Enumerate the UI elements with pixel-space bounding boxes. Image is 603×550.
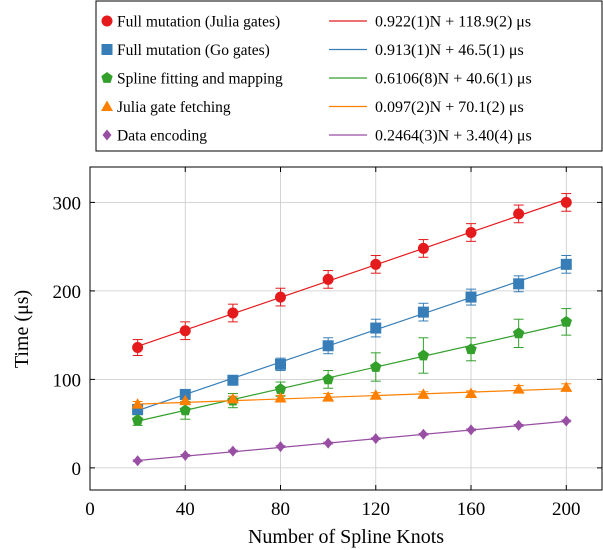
point-julia-gate-fetching [512, 383, 525, 394]
legend-label-spline-fitting-and-mapping: Spline fitting and mapping [117, 71, 283, 88]
point-spline-fitting-and-mapping [560, 315, 572, 327]
point-full-mutation-julia-gates [322, 273, 334, 285]
point-julia-gate-fetching [369, 389, 382, 400]
point-full-mutation-julia-gates [465, 226, 477, 238]
point-julia-gate-fetching [417, 388, 430, 399]
point-full-mutation-go-gates [132, 403, 144, 415]
point-data-encoding [418, 428, 428, 440]
point-spline-fitting-and-mapping [274, 383, 287, 394]
legend: Full mutation (Julia gates) 0.922(1)N + 1… [95, 0, 603, 152]
point-data-encoding [371, 433, 381, 445]
point-julia-gate-fetching [226, 392, 239, 404]
point-spline-fitting-and-mapping [131, 414, 144, 425]
point-julia-gate-fetching [465, 387, 478, 399]
point-spline-fitting-and-mapping [370, 360, 382, 372]
point-data-encoding [276, 441, 286, 453]
point-data-encoding [514, 419, 524, 431]
point-full-mutation-go-gates [370, 322, 382, 334]
x-tick-label: 80 [271, 499, 290, 520]
point-data-encoding [228, 445, 238, 457]
point-spline-fitting-and-mapping [322, 373, 334, 385]
legend-box [95, 0, 603, 152]
point-full-mutation-go-gates [227, 374, 239, 386]
x-tick-label: 200 [552, 499, 581, 520]
fit-line-full-mutation-go-gates [137, 264, 567, 412]
legend-fit-label-full-mutation-go-gates: 0.913(1)N + 46.5(1) μs [375, 42, 524, 59]
legend-fit-label-full-mutation-julia-gates: 0.922(1)N + 118.9(2) μs [375, 14, 531, 31]
legend-label-full-mutation-go-gates: Full mutation (Go gates) [117, 42, 270, 59]
legend-marker-julia-gate-fetching [101, 100, 113, 111]
point-spline-fitting-and-mapping [465, 343, 477, 355]
data-markers [131, 196, 573, 467]
y-axis-label: Time (μs) [11, 290, 33, 368]
legend-marker-full-mutation-julia-gates [101, 15, 113, 27]
axes: 0 40 80 120 160 200 0 100 200 300 [53, 166, 603, 520]
point-full-mutation-julia-gates [370, 258, 382, 270]
point-full-mutation-julia-gates [227, 307, 239, 319]
fit-line-spline-fitting-and-mapping [137, 323, 567, 422]
y-tick-label: 300 [53, 193, 82, 214]
point-full-mutation-julia-gates [275, 291, 287, 303]
fit-line-data-encoding [137, 420, 567, 462]
fit-lines [137, 198, 567, 462]
point-full-mutation-go-gates [275, 358, 287, 370]
legend-fit-label-spline-fitting-and-mapping: 0.6106(8)N + 40.6(1) μs [375, 71, 532, 88]
point-full-mutation-go-gates [322, 340, 334, 352]
error-bars [132, 193, 572, 463]
point-data-encoding [323, 437, 333, 449]
point-spline-fitting-and-mapping [179, 404, 191, 416]
point-full-mutation-go-gates [179, 388, 191, 400]
legend-label-data-encoding: Data encoding [117, 128, 207, 145]
legend-marker-data-encoding [102, 129, 112, 141]
point-full-mutation-go-gates [513, 278, 525, 290]
legend-fit-label-julia-gate-fetching: 0.097(2)N + 70.1(2) μs [375, 99, 524, 116]
point-julia-gate-fetching [131, 398, 144, 409]
point-data-encoding [180, 449, 190, 461]
point-spline-fitting-and-mapping [417, 349, 430, 361]
point-spline-fitting-and-mapping [512, 327, 525, 339]
point-data-encoding [561, 415, 571, 427]
point-data-encoding [466, 424, 476, 436]
point-full-mutation-go-gates [560, 258, 572, 270]
x-axis-label: Number of Spline Knots [248, 526, 444, 548]
point-full-mutation-go-gates [465, 291, 477, 303]
y-tick-label: 0 [72, 459, 82, 480]
point-julia-gate-fetching [322, 391, 335, 402]
point-full-mutation-julia-gates [560, 196, 572, 208]
fit-line-julia-gate-fetching [137, 388, 567, 405]
fit-line-full-mutation-julia-gates [137, 198, 567, 347]
legend-marker-full-mutation-go-gates [101, 44, 113, 55]
x-tick-label: 120 [362, 499, 391, 520]
legend-label-julia-gate-fetching: Julia gate fetching [117, 99, 231, 116]
point-full-mutation-julia-gates [132, 342, 144, 354]
point-julia-gate-fetching [274, 391, 287, 403]
point-data-encoding [133, 455, 143, 467]
point-julia-gate-fetching [560, 381, 573, 392]
plot-frame [89, 166, 603, 491]
legend-fit-label-data-encoding: 0.2464(3)N + 3.40(4) μs [375, 128, 532, 145]
x-tick-label: 40 [176, 499, 195, 520]
point-full-mutation-go-gates [417, 306, 429, 318]
point-full-mutation-julia-gates [417, 242, 429, 254]
point-julia-gate-fetching [179, 394, 192, 406]
point-full-mutation-julia-gates [179, 325, 191, 337]
y-tick-label: 100 [53, 370, 82, 391]
y-tick-label: 200 [53, 282, 82, 303]
point-full-mutation-julia-gates [513, 208, 525, 220]
x-tick-label: 160 [457, 499, 486, 520]
legend-marker-spline-fitting-and-mapping [101, 72, 113, 83]
legend-label-full-mutation-julia-gates: Full mutation (Julia gates) [117, 14, 280, 31]
x-tick-label: 0 [85, 499, 95, 520]
